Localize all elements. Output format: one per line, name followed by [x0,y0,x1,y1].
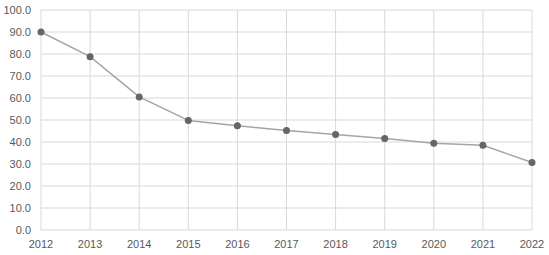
y-tick-label: 30.0 [10,158,31,170]
y-tick-label: 90.0 [10,26,31,38]
point [430,140,437,147]
point [381,135,388,142]
x-grid-line [139,10,140,230]
y-tick-label: 20.0 [10,180,31,192]
x-grid-line [286,10,287,230]
y-tick-label: 40.0 [10,136,31,148]
series-group [38,29,536,166]
y-tick-label: 80.0 [10,48,31,60]
x-tick-label: 2017 [274,238,298,250]
point [332,131,339,138]
x-tick-label: 2019 [372,238,396,250]
point [136,93,143,100]
y-tick-label: 100.0 [3,4,31,16]
y-tick-label: 60.0 [10,92,31,104]
chart: 0.0 10.0 20.0 30.0 40.0 50.0 60.0 70.0 80.0 90.0 1… [0,0,549,255]
x-tick-label: 2013 [78,238,102,250]
y-tick-label: 0.0 [16,224,31,236]
x-tick-label: 2021 [471,238,495,250]
x-tick-label: 2018 [323,238,347,250]
x-tick-label: 2022 [520,238,544,250]
x-tick-label: 2012 [29,238,53,250]
x-grid-line [482,10,483,230]
y-tick-label: 70.0 [10,70,31,82]
x-grid-line [433,10,434,230]
x-grid-line [90,10,91,230]
point [529,159,536,166]
point [185,117,192,124]
x-grid-line [335,10,336,230]
y-tick-label: 10.0 [10,202,31,214]
x-grid-line [532,10,533,230]
point [283,127,290,134]
x-grid-line [384,10,385,230]
series-line [41,32,532,162]
x-grid-line [237,10,238,230]
x-tick-label: 2020 [422,238,446,250]
point [38,29,45,36]
y-tick-label: 50.0 [10,114,31,126]
x-tick-label: 2015 [176,238,200,250]
point [234,122,241,129]
point [87,53,94,60]
x-tick-label: 2016 [225,238,249,250]
point [479,142,486,149]
x-grid-line [41,10,42,230]
x-tick-label: 2014 [127,238,151,250]
